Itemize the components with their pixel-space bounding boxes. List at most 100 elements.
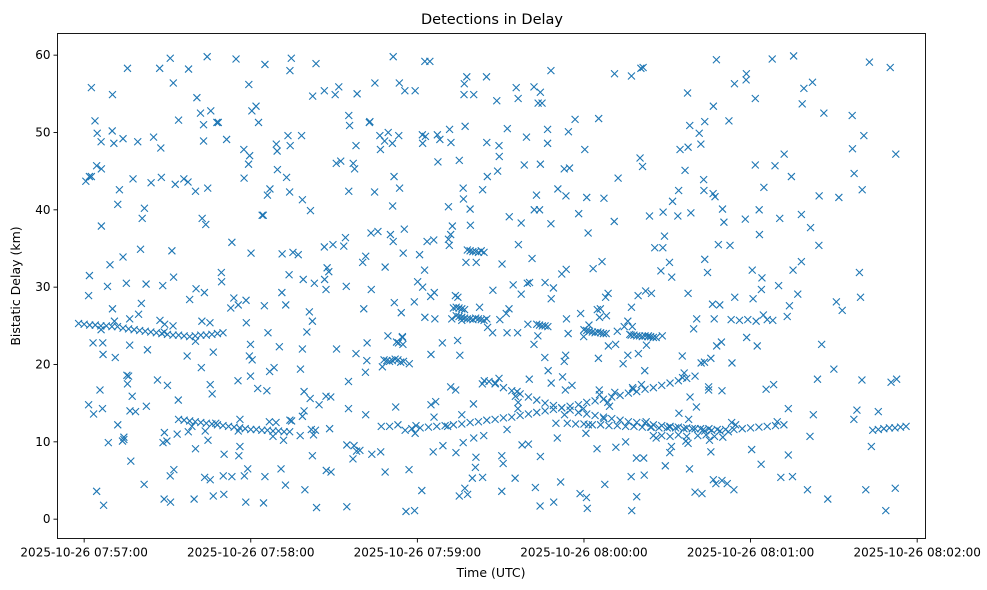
data-point xyxy=(588,420,597,429)
data-point xyxy=(709,189,717,198)
data-point xyxy=(541,278,549,287)
data-point xyxy=(525,278,534,287)
data-point xyxy=(359,304,368,313)
data-point xyxy=(881,506,890,515)
data-point xyxy=(98,404,107,413)
data-point xyxy=(829,365,838,374)
data-point xyxy=(433,130,442,139)
data-point xyxy=(446,230,455,239)
data-point xyxy=(639,63,647,72)
data-point xyxy=(386,230,395,239)
plot-frame xyxy=(57,33,926,539)
data-point xyxy=(815,192,824,200)
data-point xyxy=(652,333,661,342)
data-point xyxy=(593,328,602,336)
data-point xyxy=(692,314,701,323)
data-point xyxy=(499,413,508,422)
data-point xyxy=(171,180,180,189)
data-point xyxy=(206,475,215,484)
data-point xyxy=(803,485,812,494)
data-point xyxy=(196,109,205,118)
data-point xyxy=(725,117,733,125)
data-point xyxy=(457,304,466,313)
data-point xyxy=(710,314,719,323)
data-point xyxy=(244,160,253,169)
data-point xyxy=(714,240,723,249)
data-point xyxy=(536,88,545,97)
data-point xyxy=(674,376,683,385)
data-point xyxy=(240,174,248,183)
data-point xyxy=(561,351,570,360)
data-point xyxy=(394,420,402,429)
data-point xyxy=(492,96,501,105)
data-point xyxy=(430,288,439,297)
data-point xyxy=(788,472,797,481)
data-point xyxy=(613,421,622,430)
data-point xyxy=(234,301,243,309)
data-point xyxy=(547,219,555,228)
data-point xyxy=(636,154,644,162)
data-point xyxy=(281,301,290,309)
data-point xyxy=(156,316,164,325)
data-point xyxy=(123,371,131,380)
data-point xyxy=(499,459,508,468)
data-point xyxy=(759,311,768,319)
data-point xyxy=(352,141,360,150)
data-point xyxy=(495,152,504,161)
data-point xyxy=(280,427,288,436)
data-point xyxy=(242,296,250,305)
data-point xyxy=(275,342,284,351)
data-point xyxy=(453,336,462,345)
data-point xyxy=(549,401,558,410)
data-point xyxy=(630,422,638,431)
data-point xyxy=(363,338,371,347)
data-point xyxy=(534,99,543,107)
data-point xyxy=(391,355,400,363)
data-point xyxy=(774,281,783,290)
data-point xyxy=(605,421,613,430)
data-point xyxy=(776,473,785,482)
data-point xyxy=(682,432,691,441)
data-point xyxy=(520,161,529,169)
data-point xyxy=(718,205,727,213)
data-point xyxy=(418,139,427,148)
data-point xyxy=(902,422,910,431)
data-point xyxy=(474,417,483,426)
data-point xyxy=(530,205,539,214)
data-point xyxy=(885,424,894,432)
data-point xyxy=(607,414,616,423)
data-point xyxy=(289,248,297,257)
data-point xyxy=(137,299,146,308)
data-point xyxy=(731,420,740,429)
data-point xyxy=(543,139,552,148)
data-point xyxy=(243,465,252,473)
data-point xyxy=(376,145,385,154)
data-point xyxy=(771,161,779,170)
y-tick-label: 20 xyxy=(35,357,50,371)
data-point xyxy=(644,331,653,340)
data-point xyxy=(449,304,458,312)
data-point xyxy=(703,268,712,277)
data-point xyxy=(753,342,762,350)
data-point xyxy=(244,80,253,89)
data-point xyxy=(789,266,797,275)
data-point xyxy=(621,422,630,431)
data-point xyxy=(657,381,666,390)
data-point xyxy=(434,157,442,166)
data-point xyxy=(685,465,694,473)
data-point xyxy=(738,424,747,433)
data-point xyxy=(849,415,858,424)
data-point xyxy=(307,425,316,434)
data-point xyxy=(874,407,883,416)
data-point xyxy=(119,435,128,444)
data-point xyxy=(634,349,643,358)
data-point xyxy=(547,294,556,303)
data-point xyxy=(123,64,132,73)
data-point xyxy=(160,428,169,437)
data-point xyxy=(365,118,374,127)
data-point xyxy=(858,185,867,194)
data-point xyxy=(887,378,895,387)
data-point xyxy=(460,484,469,493)
data-point xyxy=(613,327,622,336)
data-point xyxy=(640,471,649,479)
